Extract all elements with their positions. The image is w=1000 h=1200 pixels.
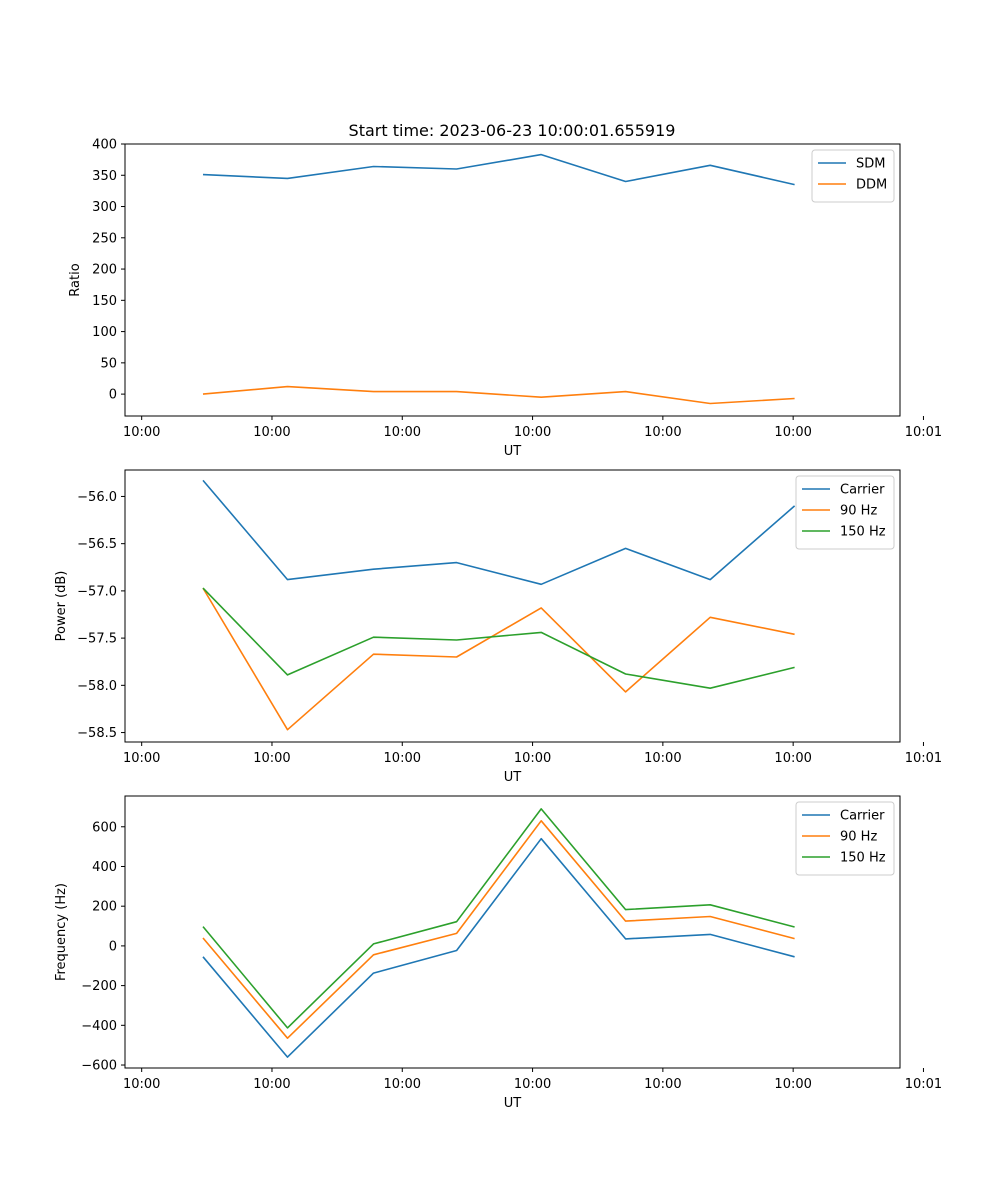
legend: SDM DDM	[811, 149, 895, 203]
y-tick-label: 350	[92, 169, 117, 184]
y-tick-label: 250	[92, 231, 117, 246]
legend-label: DDM	[856, 178, 887, 193]
x-tick-label: 10:00	[253, 1077, 290, 1092]
subplots: 10:00 10:00 10:00 10:00 10:00 10:00 10:01 0 50 10…	[54, 138, 942, 1112]
series-line-carrier	[202, 837, 795, 1058]
series-line-150-hz	[202, 587, 795, 690]
series-line-sdm	[202, 153, 795, 186]
x-tick-label: 10:00	[774, 1077, 811, 1092]
y-tick-label: −57.5	[77, 632, 117, 647]
x-tick-label: 10:00	[384, 751, 421, 766]
y-tick-label: 50	[100, 356, 117, 371]
y-tick-label: −56.0	[77, 490, 117, 505]
y-tick-label: −56.5	[77, 537, 117, 552]
x-tick-label: 10:00	[644, 1077, 681, 1092]
figure-title: Start time: 2023-06-23 10:00:01.655919	[349, 121, 676, 140]
y-tick-label: −600	[81, 1059, 117, 1074]
y-tick-label: 100	[92, 325, 117, 340]
x-tick-label: 10:00	[514, 425, 551, 440]
y-tick-label: −57.0	[77, 584, 117, 599]
x-tick-label: 10:00	[644, 425, 681, 440]
legend-label: 150 Hz	[840, 525, 886, 540]
y-tick-label: 0	[109, 939, 117, 954]
x-axis-label: UT	[504, 1096, 522, 1111]
series-line-90-hz	[202, 587, 795, 731]
y-axis-label: Frequency (Hz)	[54, 883, 69, 981]
y-tick-label: 150	[92, 294, 117, 309]
y-tick-label: 200	[92, 263, 117, 278]
legend-label: 90 Hz	[840, 504, 877, 519]
legend-label: Carrier	[840, 483, 885, 498]
legend-label: SDM	[856, 157, 885, 172]
x-tick-label: 10:00	[123, 1077, 160, 1092]
subplot-3: 10:00 10:00 10:00 10:00 10:00 10:00 10:01 −600 −…	[54, 795, 942, 1111]
series-line-90-hz	[202, 819, 795, 1039]
y-tick-label: 400	[92, 860, 117, 875]
x-axis-label: UT	[504, 770, 522, 785]
y-tick-label: −58.5	[77, 726, 117, 741]
subplot-1: 10:00 10:00 10:00 10:00 10:00 10:00 10:01 0 50 10…	[68, 138, 942, 460]
x-tick-label: 10:00	[253, 425, 290, 440]
x-tick-label: 10:00	[123, 751, 160, 766]
x-tick-label: 10:01	[905, 425, 942, 440]
x-tick-label: 10:00	[384, 425, 421, 440]
y-tick-label: 0	[109, 388, 117, 403]
axes-frame	[124, 795, 901, 1069]
y-tick-label: −400	[81, 1019, 117, 1034]
legend: Carrier 90 Hz 150 Hz	[795, 801, 895, 876]
y-tick-label: 300	[92, 200, 117, 215]
x-tick-label: 10:00	[253, 751, 290, 766]
x-tick-label: 10:00	[644, 751, 681, 766]
x-tick-label: 10:00	[514, 1077, 551, 1092]
y-tick-label: 200	[92, 900, 117, 915]
x-axis-label: UT	[504, 444, 522, 459]
y-tick-label: −200	[81, 979, 117, 994]
legend-label: Carrier	[840, 809, 885, 824]
y-axis-label: Ratio	[68, 263, 83, 296]
x-tick-label: 10:00	[123, 425, 160, 440]
series-line-150-hz	[202, 808, 795, 1029]
series-line-carrier	[202, 479, 796, 586]
x-tick-label: 10:01	[905, 1077, 942, 1092]
subplot-2: 10:00 10:00 10:00 10:00 10:00 10:00 10:01 −58.5…	[54, 469, 942, 785]
y-axis-label: Power (dB)	[54, 571, 69, 642]
legend-label: 150 Hz	[840, 851, 886, 866]
y-tick-label: 600	[92, 820, 117, 835]
y-tick-label: −58.0	[77, 679, 117, 694]
axes-frame	[124, 143, 901, 417]
legend: Carrier 90 Hz 150 Hz	[795, 475, 895, 550]
legend-label: 90 Hz	[840, 830, 877, 845]
x-tick-label: 10:00	[774, 751, 811, 766]
x-tick-label: 10:00	[514, 751, 551, 766]
x-tick-label: 10:01	[905, 751, 942, 766]
series-line-ddm	[202, 385, 795, 405]
axes-frame	[124, 469, 901, 743]
x-tick-label: 10:00	[384, 1077, 421, 1092]
y-tick-label: 400	[92, 138, 117, 153]
x-tick-label: 10:00	[774, 425, 811, 440]
